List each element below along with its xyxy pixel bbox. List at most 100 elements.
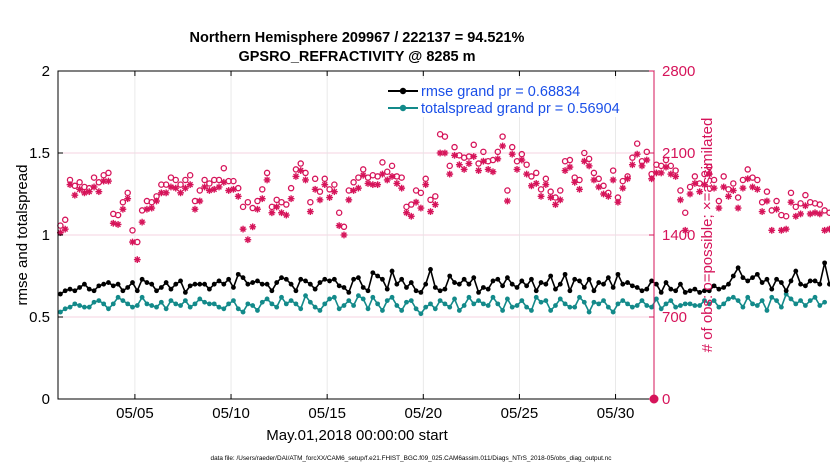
obs-assimilated-stroke [307, 208, 314, 215]
obs-assimilated-point [350, 187, 357, 194]
rmse-point [250, 280, 256, 285]
obs-assimilated-point [417, 204, 425, 212]
rmse-point [783, 288, 789, 294]
totalspread-point [413, 306, 419, 312]
totalspread-point [605, 304, 611, 310]
obs-possible-point [206, 180, 213, 187]
obs-assimilated-point [484, 166, 492, 173]
obs-assimilated-point [167, 183, 175, 191]
rmse-point [432, 285, 438, 290]
obs-assimilated-point [311, 185, 319, 193]
obs-possible-point [451, 143, 458, 151]
obs-assimilated-point [215, 183, 223, 191]
rmse-point [634, 285, 640, 290]
obs-assimilated-stroke [456, 161, 463, 168]
obs-assimilated-point [119, 205, 127, 213]
obs-possible-point [350, 179, 357, 186]
obs-assimilated-point [571, 178, 579, 186]
obs-possible-point [686, 183, 694, 191]
obs-possible-point [129, 227, 136, 234]
obs-assimilated-point [321, 181, 329, 189]
totalspread-point [577, 294, 582, 300]
rmse-point [759, 280, 765, 285]
obs-assimilated-point [268, 209, 276, 217]
obs-assimilated-stroke [701, 181, 708, 188]
obs-assimilated-point [446, 170, 454, 178]
obs-assimilated-stroke [355, 185, 362, 192]
totalspread-point [221, 306, 227, 312]
obs-assimilated-point [811, 209, 819, 217]
totalspread-point [298, 306, 304, 312]
rmse-point [533, 288, 539, 294]
legend-rmse-label: rmse grand pr = 0.68834 [421, 84, 580, 100]
rmse-point [495, 276, 501, 282]
rmse-point [774, 276, 779, 282]
rmse-point [778, 280, 784, 285]
totalspread-point [466, 294, 472, 300]
rmse-point [827, 281, 830, 287]
obs-assimilated-point [364, 180, 372, 187]
obs-assimilated-point [739, 184, 747, 192]
obs-assimilated-stroke [321, 181, 328, 188]
obs-assimilated-stroke [172, 185, 179, 192]
rmse-point [197, 281, 203, 287]
totalspread-point [754, 303, 760, 308]
obs-assimilated-point [441, 149, 449, 157]
obs-assimilated-stroke [187, 181, 194, 188]
obs-assimilated-stroke [293, 173, 299, 180]
obs-assimilated-stroke [725, 193, 732, 200]
obs-possible-point [398, 174, 405, 181]
totalspread-point [168, 298, 174, 303]
obs-assimilated-stroke [91, 184, 97, 190]
obs-assimilated-stroke [220, 179, 227, 186]
totalspread-point [346, 298, 352, 303]
obs-possible-point [57, 222, 64, 229]
obs-possible-point [715, 197, 723, 205]
obs-assimilated-stroke [552, 201, 559, 208]
obs-possible-point [706, 163, 713, 171]
obs-assimilated-point [787, 198, 795, 206]
rmse-point [322, 276, 328, 282]
obs-assimilated-point [681, 226, 689, 234]
obs-assimilated-point [580, 157, 588, 165]
obs-assimilated-point [330, 188, 338, 196]
obs-possible-point [494, 148, 502, 156]
rmse-point [577, 278, 582, 284]
totalspread-point [384, 298, 390, 303]
obs-possible-point [441, 133, 449, 140]
totalspread-point [279, 294, 284, 300]
rmse-point [375, 273, 381, 279]
rmse-point [351, 276, 356, 282]
obs-assimilated-point [398, 184, 406, 192]
rmse-point [726, 281, 731, 287]
obs-assimilated-stroke [480, 158, 487, 165]
totalspread-point [557, 296, 563, 302]
rmse-point [519, 278, 525, 284]
rmse-point [130, 280, 135, 285]
rmse-point [591, 288, 597, 294]
totalspread-point [216, 304, 222, 310]
obs-assimilated-point [172, 184, 180, 192]
obs-assimilated-stroke [201, 184, 208, 190]
rmse-point [283, 276, 289, 282]
totalspread-point [524, 304, 530, 310]
obs-assimilated-point [686, 190, 694, 198]
obs-assimilated-stroke [427, 208, 434, 215]
obs-assimilated-stroke [86, 188, 93, 195]
rmse-point [163, 280, 169, 285]
obs-assimilated-stroke [259, 195, 266, 202]
rmse-point [134, 288, 140, 294]
y-axis-label-left: rmse and totalspread [14, 165, 31, 306]
obs-assimilated-point [657, 169, 665, 177]
rmse-point [682, 290, 688, 295]
obs-possible-point [595, 175, 602, 183]
obs-possible-point [768, 207, 776, 214]
rmse-point [356, 275, 361, 281]
obs-assimilated-stroke [759, 208, 766, 215]
obs-assimilated-point [234, 192, 242, 200]
obs-assimilated-stroke [494, 155, 501, 162]
totalspread-point [750, 301, 755, 307]
obs-assimilated-stroke [499, 143, 506, 149]
